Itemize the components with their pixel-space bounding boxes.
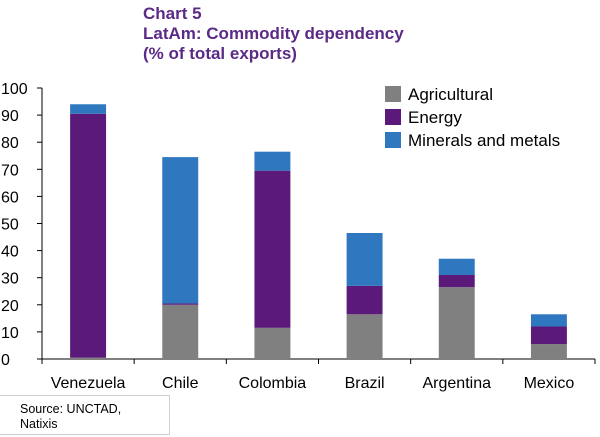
legend-label: Energy [408, 108, 462, 127]
y-tick-label: 90 [1, 108, 19, 125]
y-tick-label: 0 [1, 352, 10, 369]
legend-label: Agricultural [408, 85, 493, 104]
x-tick-label: Venezuela [51, 375, 126, 392]
y-tick-label: 10 [1, 325, 19, 342]
legend-swatch [385, 132, 401, 148]
y-tick-label: 100 [1, 81, 28, 98]
y-axis: 0 10 20 30 40 50 60 70 80 90 100 [1, 81, 43, 369]
bar-segment [346, 285, 383, 315]
x-tick-label: Colombia [239, 375, 307, 392]
bar-segment [70, 104, 107, 114]
bar-segment [438, 274, 475, 288]
source-note: Source: UNCTAD, Natixis [0, 395, 170, 435]
bar-segment [530, 326, 567, 345]
y-tick-label: 80 [1, 135, 19, 152]
x-tick-label: Mexico [524, 375, 575, 392]
legend-swatch [385, 86, 401, 102]
source-text: Source: UNCTAD, Natixis [20, 402, 122, 431]
chart-number: Chart 5 [143, 4, 202, 23]
bar-segment [346, 232, 383, 286]
chart-title: LatAm: Commodity dependency [143, 24, 404, 43]
bar-segment [162, 157, 199, 304]
bar-segment [530, 314, 567, 327]
x-tick-label: Argentina [423, 375, 492, 392]
x-axis: Venezuela Chile Colombia Brazil Argentina Mex… [41, 358, 596, 392]
y-tick-label: 20 [1, 298, 19, 315]
bar-segment [162, 303, 199, 305]
x-tick-label: Chile [162, 375, 199, 392]
bar-segment [254, 327, 291, 359]
legend-swatch [385, 109, 401, 125]
y-tick-label: 40 [1, 244, 19, 261]
bar-segment [162, 304, 199, 359]
y-tick-label: 70 [1, 162, 19, 179]
bar-segment [70, 357, 107, 359]
legend-label: Minerals and metals [408, 131, 560, 150]
bar-segment [254, 170, 291, 328]
x-tick-label: Brazil [345, 375, 385, 392]
chart-subtitle: (% of total exports) [143, 44, 297, 63]
bar-segment [254, 151, 291, 171]
bars [70, 104, 567, 359]
bar-segment [70, 113, 107, 358]
y-tick-label: 60 [1, 189, 19, 206]
bar-segment [346, 314, 383, 359]
legend: Agricultural Energy Minerals and metals [385, 85, 560, 150]
bar-segment [530, 344, 567, 359]
y-tick-label: 50 [1, 217, 19, 234]
y-tick-label: 30 [1, 271, 19, 288]
bar-segment [438, 287, 475, 359]
chart-title-block: Chart 5 LatAm: Commodity dependency (% o… [143, 4, 404, 64]
bar-segment [438, 258, 475, 275]
